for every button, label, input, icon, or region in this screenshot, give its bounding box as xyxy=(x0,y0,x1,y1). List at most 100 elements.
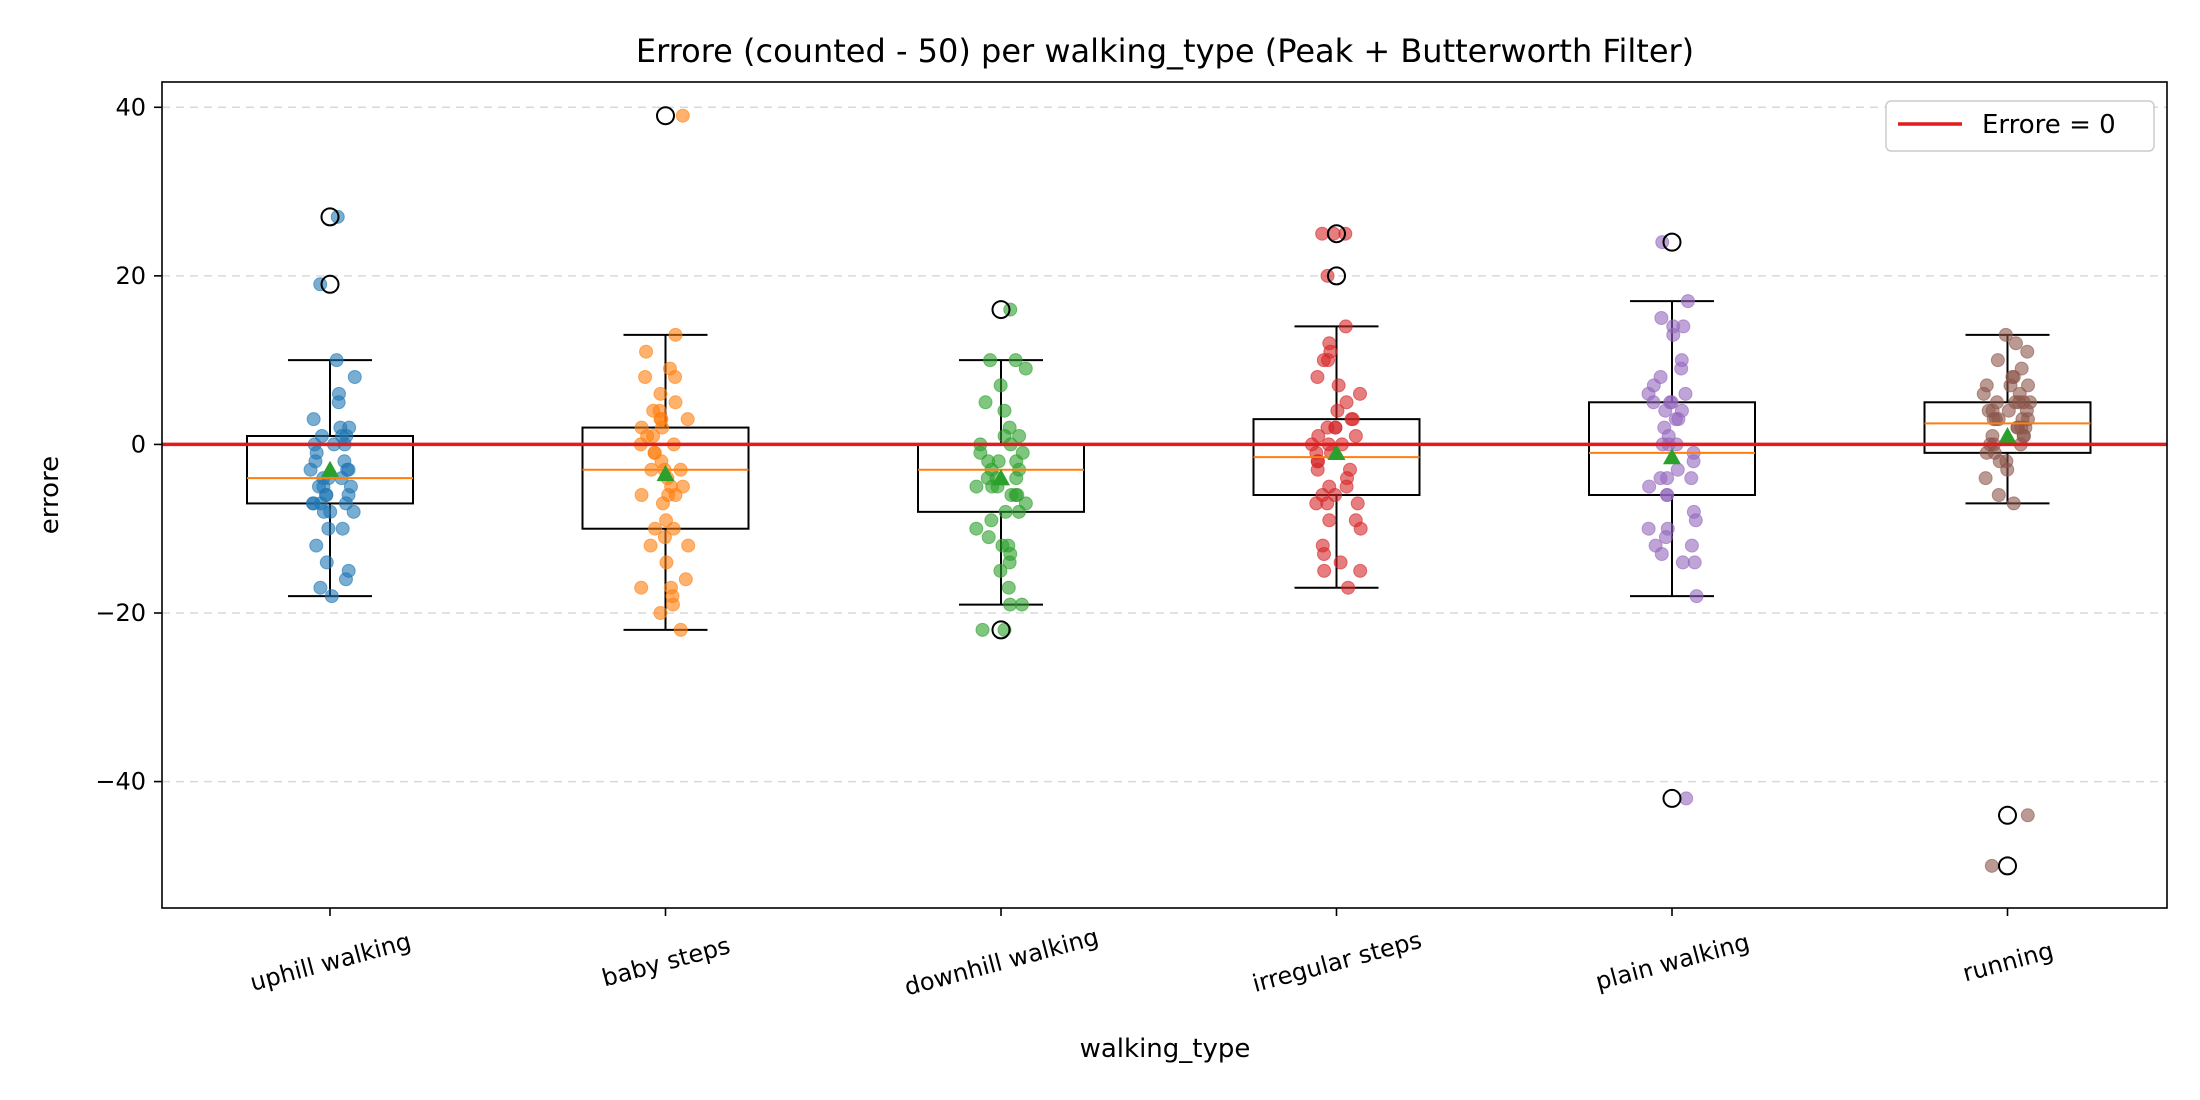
data-point xyxy=(309,538,324,553)
data-point xyxy=(978,395,993,410)
data-point xyxy=(665,597,680,612)
data-point xyxy=(1641,521,1656,536)
data-point xyxy=(1687,555,1702,570)
data-point xyxy=(1642,479,1657,494)
y-tick-label: 0 xyxy=(131,430,146,458)
data-point xyxy=(1309,496,1324,511)
data-point xyxy=(643,538,658,553)
data-point xyxy=(1658,530,1673,545)
data-point xyxy=(1009,471,1024,486)
data-point xyxy=(1310,462,1325,477)
data-point xyxy=(324,589,339,604)
data-point xyxy=(1654,547,1669,561)
data-point xyxy=(1353,563,1368,578)
y-tick-label: 40 xyxy=(115,93,146,121)
data-point xyxy=(1984,858,1999,873)
mean-marker xyxy=(656,464,675,482)
data-point xyxy=(1688,513,1703,528)
legend: Errore = 0 xyxy=(1885,100,2155,152)
data-point xyxy=(2000,462,2015,477)
data-layer xyxy=(162,106,2167,876)
data-point xyxy=(1317,563,1332,578)
data-point xyxy=(1008,353,1023,368)
data-point xyxy=(668,395,683,410)
outlier-marker xyxy=(991,300,1011,320)
plot-frame xyxy=(161,81,2168,909)
data-point xyxy=(1675,555,1690,570)
data-point xyxy=(997,622,1012,637)
data-point xyxy=(1331,378,1346,393)
data-point xyxy=(975,622,990,637)
data-point xyxy=(673,622,688,637)
data-point xyxy=(993,378,1008,393)
data-point xyxy=(1679,791,1694,806)
mean-marker xyxy=(1998,427,2017,444)
outlier-marker xyxy=(1662,232,1682,252)
data-point xyxy=(655,496,670,511)
data-point xyxy=(1658,403,1673,418)
data-point xyxy=(1978,471,1993,486)
data-point xyxy=(323,504,338,519)
data-point xyxy=(681,538,696,553)
data-point xyxy=(634,580,649,595)
data-point xyxy=(1976,386,1991,401)
outlier-marker xyxy=(1327,224,1346,244)
data-point xyxy=(1646,395,1661,410)
data-point xyxy=(998,504,1013,519)
mean-marker xyxy=(992,469,1010,486)
data-point xyxy=(1678,386,1693,401)
data-point xyxy=(1011,504,1026,519)
y-tick-label: −20 xyxy=(95,599,146,627)
data-point xyxy=(1339,479,1354,494)
data-point xyxy=(648,521,663,536)
data-point xyxy=(639,344,654,359)
data-point xyxy=(1990,353,2005,368)
data-point xyxy=(638,370,653,384)
data-point xyxy=(1003,597,1018,612)
data-point xyxy=(993,563,1008,578)
data-point xyxy=(2001,403,2016,418)
box-iqr xyxy=(1923,401,2092,454)
data-point xyxy=(2020,808,2035,823)
data-point xyxy=(1338,319,1353,334)
data-point xyxy=(1012,429,1027,443)
outlier-marker xyxy=(1998,805,2017,825)
data-point xyxy=(675,108,690,123)
outlier-marker xyxy=(1998,856,2017,876)
data-point xyxy=(659,555,674,570)
data-point xyxy=(997,403,1012,418)
data-point xyxy=(1353,521,1368,536)
data-point xyxy=(1676,319,1691,334)
data-point xyxy=(1008,488,1023,502)
data-point xyxy=(1668,412,1683,427)
data-point xyxy=(1666,327,1681,342)
data-point xyxy=(1670,462,1685,477)
data-point xyxy=(321,521,336,536)
data-point xyxy=(1348,429,1363,443)
data-point xyxy=(1991,488,2006,502)
data-point xyxy=(313,580,328,595)
box-iqr xyxy=(246,435,414,505)
data-point xyxy=(1686,454,1701,469)
data-point xyxy=(969,521,984,536)
data-point xyxy=(346,504,361,519)
mean-marker xyxy=(1663,448,1681,465)
data-point xyxy=(1674,361,1689,376)
data-point xyxy=(1684,471,1699,486)
data-point xyxy=(1014,597,1029,612)
data-point xyxy=(984,513,999,528)
data-point xyxy=(2006,496,2021,511)
data-point xyxy=(1310,370,1325,384)
data-point xyxy=(653,386,668,401)
outlier-marker xyxy=(1327,266,1346,286)
mean-marker xyxy=(1327,443,1346,461)
data-point xyxy=(329,353,344,368)
chart-title: Errore (counted - 50) per walking_type (… xyxy=(636,32,1694,70)
outlier-marker xyxy=(991,620,1011,640)
y-tick-label: 20 xyxy=(115,262,146,290)
data-point xyxy=(680,412,695,427)
data-point xyxy=(1680,294,1695,309)
data-point xyxy=(983,353,998,368)
data-point xyxy=(1333,555,1348,570)
